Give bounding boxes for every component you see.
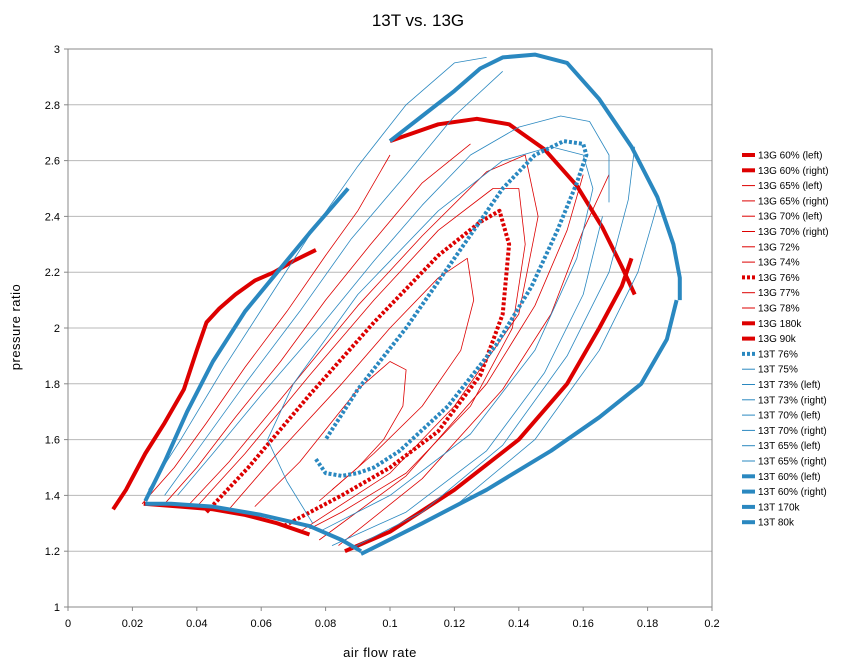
x-tick-label: 0.02 bbox=[122, 618, 143, 630]
x-axis-label: air flow rate bbox=[343, 645, 417, 660]
plot-border bbox=[67, 48, 713, 608]
series-line-13t-80k bbox=[143, 187, 350, 502]
legend-entry: 13G 90k bbox=[758, 334, 797, 345]
series-line-13g-65-left bbox=[141, 154, 391, 505]
legend-entry: 13T 60% (right) bbox=[758, 487, 827, 498]
legend-entry: 13T 75% bbox=[758, 365, 798, 376]
series-line-13g-60-left bbox=[143, 501, 311, 537]
y-tick-label: 1 bbox=[54, 602, 60, 614]
legend-entry: 13G 76% bbox=[758, 273, 800, 284]
x-tick-label: 0.08 bbox=[315, 618, 336, 630]
x-axis-ticks: 0 0.02 0.04 0.06 0.08 0.1 0.12 0.14 0.16 0.18 0.2 bbox=[65, 607, 720, 630]
legend-entry: 13G 60% (left) bbox=[758, 151, 822, 162]
x-tick-label: 0.16 bbox=[572, 618, 593, 630]
series-line-13g-76 bbox=[205, 208, 512, 528]
legend-entry: 13G 65% (right) bbox=[758, 196, 829, 207]
legend-entry: 13T 73% (right) bbox=[758, 395, 827, 406]
series-layer bbox=[111, 52, 682, 556]
y-tick-label: 1.2 bbox=[45, 546, 60, 558]
legend-entry: 13G 74% bbox=[758, 258, 800, 269]
y-tick-label: 1.8 bbox=[45, 379, 60, 391]
y-tick-label: 1.6 bbox=[45, 435, 60, 447]
y-axis-ticks: 1 1.2 1.4 1.6 1.8 2 2.2 2.4 2.6 2.8 3 bbox=[45, 44, 68, 614]
legend-entry: 13G 77% bbox=[758, 288, 800, 299]
legend-entry: 13G 78% bbox=[758, 304, 800, 315]
legend-entry: 13G 60% (right) bbox=[758, 166, 829, 177]
y-tick-label: 2 bbox=[54, 323, 60, 335]
legend-entry: 13T 73% (left) bbox=[758, 380, 821, 391]
x-tick-label: 0.1 bbox=[382, 618, 397, 630]
series-line-13t-70-right bbox=[351, 146, 636, 549]
series-line-13t-75 bbox=[267, 146, 594, 533]
legend-entry: 13T 65% (left) bbox=[758, 441, 821, 452]
x-tick-label: 0.04 bbox=[186, 618, 207, 630]
x-tick-label: 0 bbox=[65, 618, 71, 630]
y-tick-label: 3 bbox=[54, 44, 60, 56]
x-tick-label: 0.18 bbox=[637, 618, 658, 630]
x-tick-label: 0.06 bbox=[250, 618, 271, 630]
x-tick-label: 0.12 bbox=[444, 618, 465, 630]
legend-entry: 13G 70% (right) bbox=[758, 227, 829, 238]
series-line-13t-60-right bbox=[360, 299, 679, 556]
series-line-13g-78 bbox=[254, 361, 407, 507]
series-line-13t-73-left bbox=[177, 115, 610, 496]
legend-entry: 13G 72% bbox=[758, 242, 800, 253]
legend-entry: 13T 70% (left) bbox=[758, 411, 821, 422]
x-tick-label: 0.14 bbox=[508, 618, 529, 630]
series-line-13g-70-right bbox=[318, 174, 584, 541]
legend-entry: 13T 170k bbox=[758, 502, 801, 513]
legend-entry: 13T 60% (left) bbox=[758, 472, 821, 483]
y-tick-label: 2.6 bbox=[45, 156, 60, 168]
series-line-13g-74 bbox=[196, 188, 526, 530]
legend-entry: 13T 76% bbox=[758, 349, 798, 360]
series-line-13g-77 bbox=[228, 257, 475, 510]
series-line-13g-60-right bbox=[344, 257, 634, 554]
y-tick-label: 1.4 bbox=[45, 490, 60, 502]
series-line-13t-60-left bbox=[145, 501, 363, 553]
y-axis-label: pressure ratio bbox=[8, 284, 23, 370]
series-line-13t-170k bbox=[388, 52, 682, 301]
series-line-13g-180k bbox=[389, 116, 637, 296]
legend: 13G 60% (left) 13G 60% (right) 13G 65% (le… bbox=[742, 151, 829, 529]
series-line-13g-90k bbox=[111, 248, 317, 511]
series-line-13t-70-left bbox=[164, 71, 503, 496]
legend-entry: 13T 65% (right) bbox=[758, 457, 827, 468]
y-tick-label: 2.8 bbox=[45, 100, 60, 112]
legend-entry: 13T 80k bbox=[758, 518, 795, 529]
legend-entry: 13G 65% (left) bbox=[758, 181, 822, 192]
series-line-13t-73-right bbox=[331, 216, 603, 546]
x-tick-label: 0.2 bbox=[704, 618, 719, 630]
chart-title: 13T vs. 13G bbox=[372, 11, 464, 30]
legend-entry: 13G 70% (left) bbox=[758, 212, 822, 223]
legend-entry: 13G 180k bbox=[758, 319, 802, 330]
y-tick-label: 2.4 bbox=[45, 211, 60, 223]
series-line-13g-70-left bbox=[164, 143, 471, 505]
series-line-13t-76 bbox=[314, 139, 589, 478]
series-line-13g-65-right bbox=[338, 174, 610, 546]
legend-entry: 13T 70% (right) bbox=[758, 426, 827, 437]
y-tick-label: 2.2 bbox=[45, 267, 60, 279]
